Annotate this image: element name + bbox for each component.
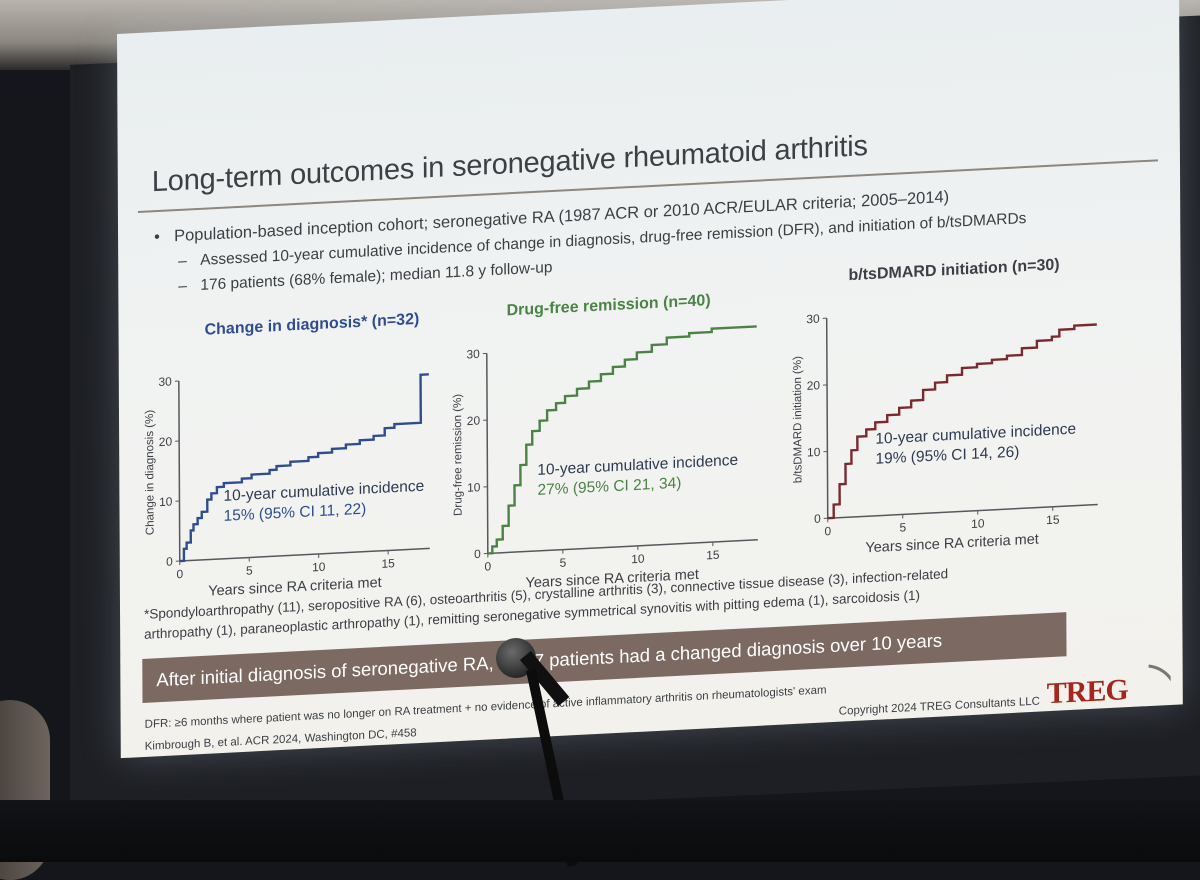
chart-title-btsdmard: b/tsDMARD initiation (n=30)	[848, 256, 1059, 285]
x-tick-label: 15	[1046, 512, 1060, 527]
y-tick-label: 10	[807, 445, 821, 460]
y-tick-label: 0	[814, 512, 821, 526]
y-axis-label: Change in diagnosis (%)	[144, 409, 157, 535]
y-tick-label: 30	[158, 374, 172, 389]
bullet-dot: •	[154, 227, 174, 247]
x-tick-label: 15	[706, 548, 720, 563]
y-tick-label: 0	[166, 554, 173, 568]
x-tick-label: 15	[381, 556, 395, 571]
y-axis	[827, 318, 828, 518]
y-axis-label: Drug-free remission (%)	[452, 393, 465, 516]
bullet-dash: –	[178, 277, 200, 296]
x-tick-label: 5	[899, 520, 906, 534]
x-axis-label: Years since RA criteria met	[865, 532, 1038, 557]
bullet-dash: –	[178, 252, 200, 271]
x-tick-label: 0	[176, 567, 183, 581]
y-tick-label: 30	[806, 312, 820, 327]
x-tick-label: 0	[485, 559, 492, 573]
y-axis-label: b/tsDMARD initiation (%)	[792, 356, 805, 484]
chart-title-drug-free-remission: Drug-free remission (n=40)	[507, 292, 711, 320]
y-tick-label: 20	[807, 378, 821, 393]
x-tick-label: 10	[312, 560, 326, 575]
y-tick-label: 10	[467, 480, 481, 495]
x-tick-label: 10	[971, 516, 985, 531]
x-tick-label: 5	[560, 555, 567, 569]
y-tick-label: 0	[474, 547, 481, 561]
chart-title-change-diagnosis: Change in diagnosis* (n=32)	[205, 311, 420, 340]
y-tick-label: 20	[467, 413, 481, 428]
series-line	[179, 374, 430, 561]
series-line	[487, 326, 758, 553]
x-tick-label: 0	[824, 524, 831, 538]
x-tick-label: 10	[631, 552, 645, 567]
y-tick-label: 20	[159, 434, 173, 449]
x-tick-label: 5	[246, 563, 253, 577]
audience-seats	[0, 800, 1200, 862]
slide-title: Long-term outcomes in seronegative rheum…	[152, 130, 868, 199]
y-axis	[179, 381, 180, 561]
y-tick-label: 30	[466, 347, 480, 362]
presentation-slide: Long-term outcomes in seronegative rheum…	[117, 0, 1183, 758]
y-tick-label: 10	[159, 494, 173, 509]
y-axis	[487, 353, 488, 553]
treg-logo: TREG	[1047, 673, 1128, 711]
